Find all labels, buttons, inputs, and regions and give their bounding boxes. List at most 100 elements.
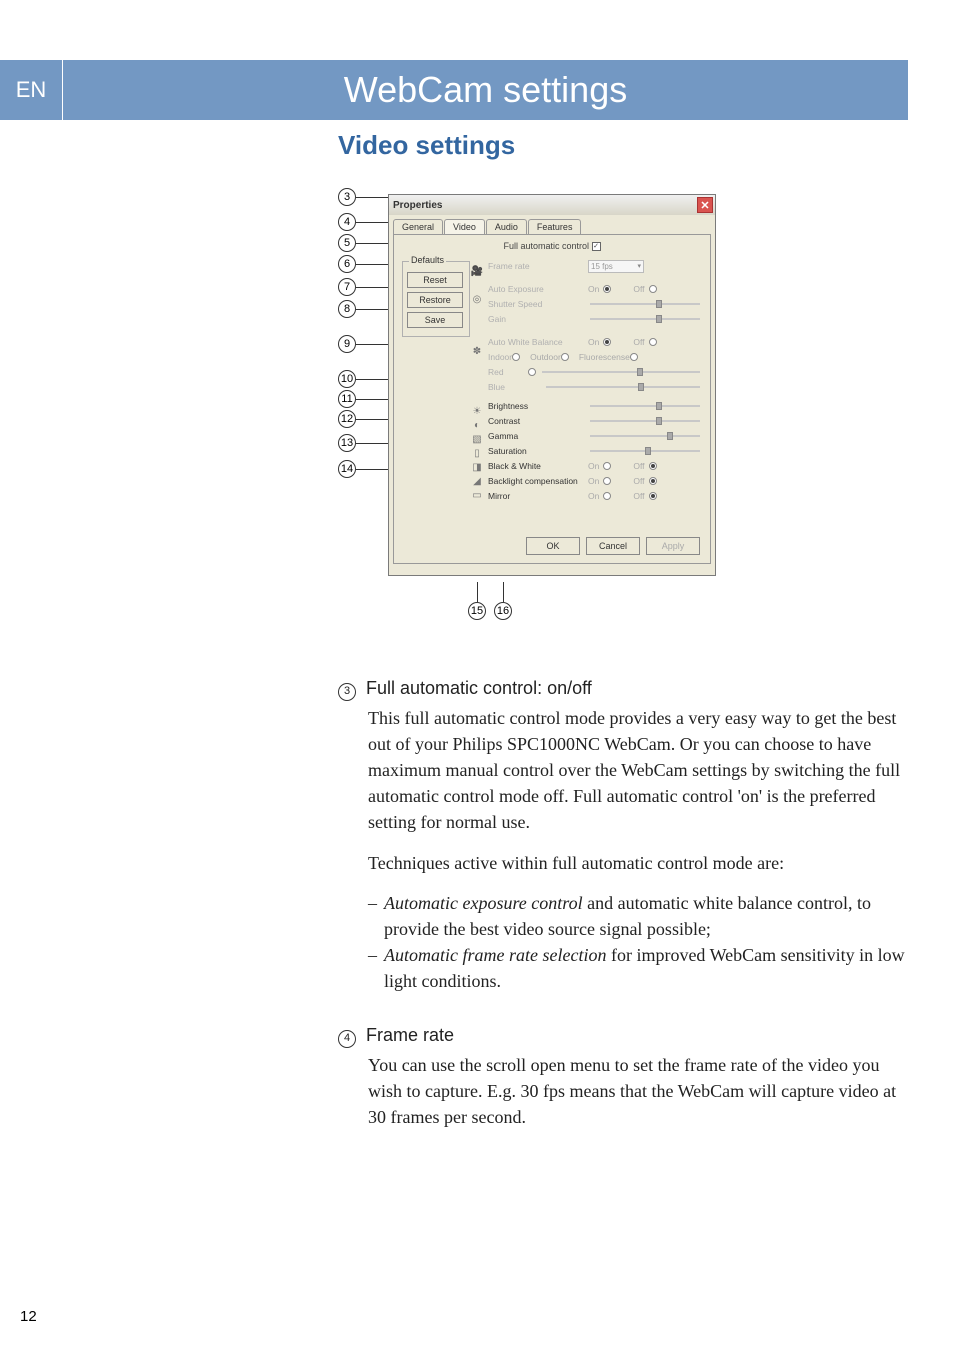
callout-number: 14: [338, 460, 356, 478]
paragraph: You can use the scroll open menu to set …: [368, 1052, 908, 1130]
awb-off-radio[interactable]: [649, 338, 657, 346]
gain-slider[interactable]: [590, 318, 700, 320]
awb-off-label: Off: [633, 337, 644, 347]
camera-icon: 🎥: [470, 265, 484, 277]
fluor-radio[interactable]: [630, 353, 638, 361]
autoexp-label: Auto Exposure: [488, 284, 588, 294]
callout-15: 15: [468, 582, 486, 620]
section-number: 3: [338, 683, 356, 701]
language-badge: EN: [0, 60, 62, 120]
shutter-label: Shutter Speed: [488, 299, 588, 309]
callout-line: [477, 582, 478, 602]
section-heading-text: Full automatic control: on/off: [366, 675, 592, 701]
blue-slider[interactable]: [546, 386, 700, 388]
backlight-label: Backlight compensation: [488, 476, 588, 486]
indoor-label: Indoor: [488, 352, 512, 362]
save-button[interactable]: Save: [407, 312, 463, 328]
bullet-item: –Automatic frame rate selection for impr…: [368, 942, 908, 994]
tab-general[interactable]: General: [393, 219, 443, 234]
brightness-label: Brightness: [488, 401, 588, 411]
outdoor-radio[interactable]: [561, 353, 569, 361]
callout-number: 7: [338, 278, 356, 296]
bw-on-label: On: [588, 461, 599, 471]
gain-label: Gain: [488, 314, 588, 324]
callout-number: 6: [338, 255, 356, 273]
reset-button[interactable]: Reset: [407, 272, 463, 288]
gamma-slider[interactable]: [590, 435, 700, 437]
awb-label: Auto White Balance: [488, 337, 588, 347]
restore-button[interactable]: Restore: [407, 292, 463, 308]
shutter-slider[interactable]: [590, 303, 700, 305]
callout-number: 4: [338, 213, 356, 231]
mirror-off-label: Off: [633, 491, 644, 501]
section-number: 4: [338, 1030, 356, 1048]
section-title: Video settings: [338, 130, 515, 161]
brightness-slider[interactable]: [590, 405, 700, 407]
tab-audio[interactable]: Audio: [486, 219, 527, 234]
backlight-off-radio[interactable]: [649, 477, 657, 485]
cancel-button[interactable]: Cancel: [586, 537, 640, 555]
panel-body: Full automatic control ✓ Defaults Reset …: [393, 234, 711, 564]
outdoor-label: Outdoor: [530, 352, 561, 362]
gamma-label: Gamma: [488, 431, 588, 441]
callout-number: 10: [338, 370, 356, 388]
full-auto-checkbox[interactable]: ✓: [592, 242, 601, 251]
mirror-label: Mirror: [488, 491, 588, 501]
apply-button[interactable]: Apply: [646, 537, 700, 555]
fluor-label: Fluorescense: [579, 352, 630, 362]
defaults-group: Defaults Reset Restore Save: [402, 261, 470, 337]
mirror-icon: ▭: [470, 489, 484, 501]
settings-column: Frame rate 15 fps Auto Exposure On Off S…: [488, 259, 702, 504]
framerate-dropdown[interactable]: 15 fps: [588, 260, 644, 273]
tab-strip: General Video Audio Features: [389, 215, 715, 234]
bw-on-radio[interactable]: [603, 462, 611, 470]
mirror-on-label: On: [588, 491, 599, 501]
callout-number: 9: [338, 335, 356, 353]
red-radio[interactable]: [528, 368, 536, 376]
callout-number: 13: [338, 434, 356, 452]
page-title-bar: WebCam settings: [63, 60, 908, 120]
aperture-icon: ◎: [470, 293, 484, 305]
callout-number: 8: [338, 300, 356, 318]
close-icon[interactable]: ✕: [697, 197, 713, 213]
awb-on-radio[interactable]: [603, 338, 611, 346]
window-titlebar: Properties ✕: [389, 195, 715, 215]
section-heading: 4Frame rate: [338, 1022, 908, 1048]
backlight-icon: ◢: [470, 475, 484, 487]
bw-label: Black & White: [488, 461, 588, 471]
awb-on-label: On: [588, 337, 599, 347]
contrast-slider[interactable]: [590, 420, 700, 422]
contrast-label: Contrast: [488, 416, 588, 426]
autoexp-off-radio[interactable]: [649, 285, 657, 293]
callout-number: 16: [494, 602, 512, 620]
callout-number: 15: [468, 602, 486, 620]
callout-number: 11: [338, 390, 356, 408]
paragraph: Techniques active within full automatic …: [368, 850, 908, 876]
indoor-radio[interactable]: [512, 353, 520, 361]
backlight-off-label: Off: [633, 476, 644, 486]
mirror-off-radio[interactable]: [649, 492, 657, 500]
bw-off-radio[interactable]: [649, 462, 657, 470]
bw-off-label: Off: [633, 461, 644, 471]
red-label: Red: [488, 367, 528, 377]
saturation-slider[interactable]: [590, 450, 700, 452]
red-slider[interactable]: [542, 371, 700, 373]
autoexp-on-label: On: [588, 284, 599, 294]
ok-button[interactable]: OK: [526, 537, 580, 555]
window-title: Properties: [393, 200, 442, 211]
framerate-label: Frame rate: [488, 261, 588, 271]
saturation-icon: ▯: [470, 447, 484, 459]
backlight-on-radio[interactable]: [603, 477, 611, 485]
contrast-icon: ◐: [470, 419, 484, 431]
page-number: 12: [20, 1308, 37, 1325]
bullet-item: –Automatic exposure control and automati…: [368, 890, 908, 942]
autoexp-on-radio[interactable]: [603, 285, 611, 293]
callout-number: 3: [338, 188, 356, 206]
tab-features[interactable]: Features: [528, 219, 582, 234]
backlight-on-label: On: [588, 476, 599, 486]
dialog-buttons: OK Cancel Apply: [526, 537, 700, 555]
callout-number: 12: [338, 410, 356, 428]
callout-16: 16: [494, 582, 512, 620]
mirror-on-radio[interactable]: [603, 492, 611, 500]
tab-video[interactable]: Video: [444, 219, 485, 234]
